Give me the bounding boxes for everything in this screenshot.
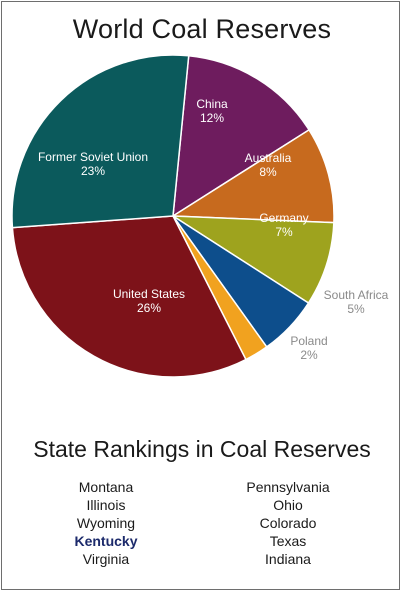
rank-item-wyoming: Wyoming [76,515,136,531]
pie-slice-china [172,55,310,217]
slice-label-south-africa: South Africa [324,288,389,302]
rankings-left-column: Montana Illinois Wyoming Kentucky Virgin… [41,478,171,568]
slice-label-china: China [196,97,228,111]
pie-slice-former-soviet-union [11,54,190,229]
rank-item-virginia: Virginia [82,551,130,567]
slice-value-south-africa: 5% [347,302,365,316]
slice-label-australia: Australia [245,151,292,165]
rank-item-indiana: Indiana [265,551,311,567]
slice-value-germany: 7% [275,225,293,239]
slice-label-poland: Poland [290,334,327,348]
slice-value-australia: 8% [259,165,277,179]
slice-label-germany: Germany [259,211,308,225]
slice-value-united-states: 26% [137,301,161,315]
chart-title: World Coal Reserves [72,14,332,44]
rank-item-illinois: Illinois [86,497,126,513]
rank-item-colorado: Colorado [259,515,317,531]
rank-item-kentucky: Kentucky [74,533,138,549]
slice-value-former-soviet-union: 23% [81,164,105,178]
pie-slice-australia [172,129,335,224]
rank-item-texas: Texas [269,533,307,549]
slice-value-poland: 2% [300,348,318,362]
slice-value-china: 12% [200,111,224,125]
slice-label-united-states: United States [113,287,185,301]
rankings-title: State Rankings in Coal Reserves [33,436,371,462]
rank-item-montana: Montana [78,479,134,495]
rank-item-pennsylvania: Pennsylvania [246,479,330,495]
pie-slice-germany [172,215,335,304]
rankings-right-column: Pennsylvania Ohio Colorado Texas Indiana [223,478,353,568]
pie-slice-united-states [11,215,247,378]
rank-item-ohio: Ohio [273,497,303,513]
slice-label-former-soviet-union: Former Soviet Union [38,150,148,164]
